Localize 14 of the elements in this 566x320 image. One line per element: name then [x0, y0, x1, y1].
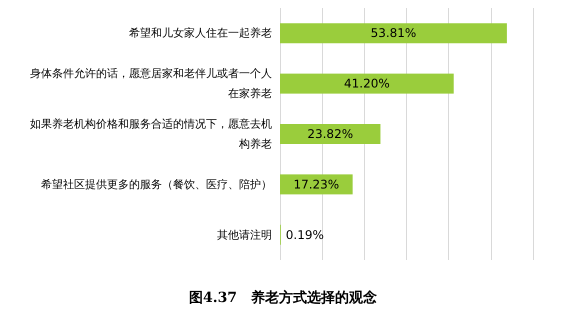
bar	[280, 124, 380, 144]
y-tick-label: 希望社区提供更多的服务（餐饮、医疗、陪护）	[41, 178, 272, 191]
text: 图4.37 养老方式选择的观念	[188, 289, 378, 306]
data-label: 17.23%	[293, 177, 340, 192]
data-label: 23.82%	[307, 127, 354, 141]
data-label: 53.81%	[370, 26, 416, 40]
y-tick-label: 其他请注明	[217, 228, 272, 242]
data-label: 41.20%	[344, 76, 390, 91]
y-tick-label: 身体条件允许的话，愿意居家和老伴儿或者一个人在家养老	[30, 67, 272, 100]
y-tick-label: 如果养老机构价格和服务合适的情况下，愿意去机构养老	[30, 118, 272, 150]
bar	[280, 74, 454, 94]
bar	[280, 23, 507, 44]
y-tick-label: 希望和儿女家人住在一起养老	[129, 26, 272, 40]
data-label: 0.19%	[286, 228, 324, 242]
